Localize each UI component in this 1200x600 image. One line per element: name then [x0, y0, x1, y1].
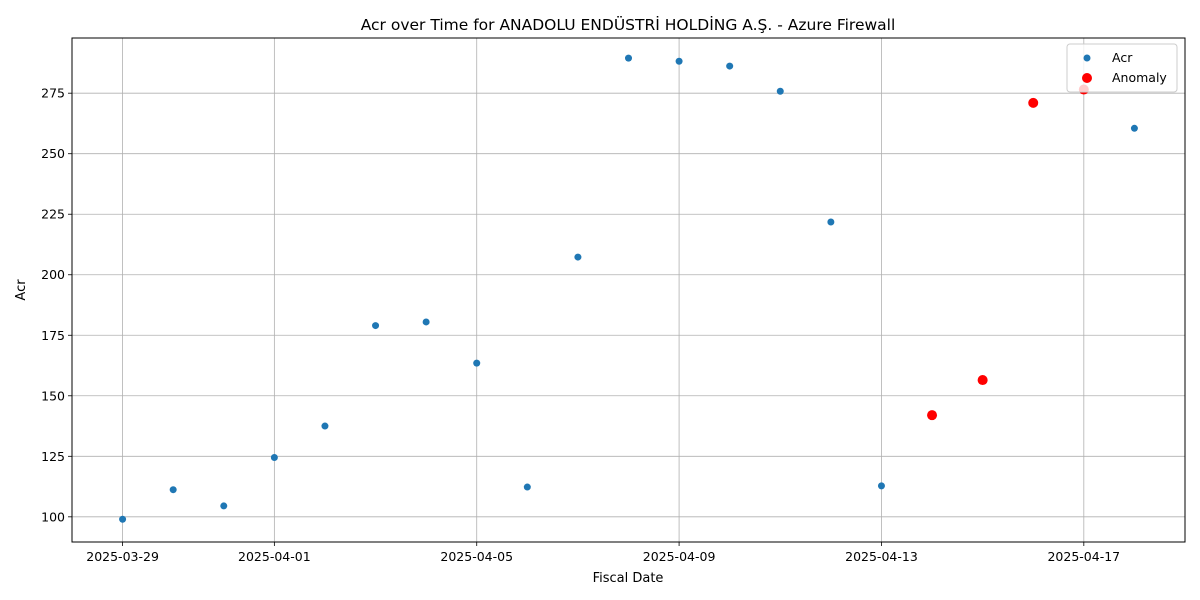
plot-frame — [71, 37, 1186, 543]
y-tick-label: 225 — [41, 207, 65, 222]
acr-point — [523, 483, 531, 491]
y-tick-label: 125 — [41, 449, 65, 464]
legend-marker-acr — [1083, 54, 1091, 62]
legend-label-anomaly: Anomaly — [1112, 70, 1167, 85]
y-tick-label: 200 — [41, 267, 65, 282]
acr-point — [675, 57, 683, 65]
x-tick-label: 2025-04-13 — [845, 549, 918, 564]
data-points — [119, 54, 1138, 523]
legend-marker-anomaly — [1082, 73, 1092, 83]
anomaly-point — [927, 410, 938, 421]
acr-point — [321, 422, 329, 430]
y-tick-label: 275 — [41, 86, 65, 101]
chart-title: Acr over Time for ANADOLU ENDÜSTRİ HOLDİ… — [361, 15, 896, 34]
x-tick-label: 2025-04-01 — [238, 549, 311, 564]
x-axis-ticks: 2025-03-29 2025-04-01 2025-04-05 2025-04-09… — [86, 542, 1120, 564]
y-tick-label: 150 — [41, 388, 65, 403]
acr-point — [169, 486, 177, 494]
legend: Acr Anomaly — [1066, 43, 1178, 93]
y-axis-label: Acr — [14, 279, 29, 301]
acr-point — [372, 322, 380, 330]
acr-point — [625, 54, 632, 62]
acr-point — [473, 359, 481, 367]
x-tick-label: 2025-04-17 — [1047, 549, 1120, 564]
acr-point — [1130, 124, 1138, 132]
acr-point — [574, 253, 582, 261]
anomaly-point — [1028, 97, 1039, 108]
legend-label-acr: Acr — [1112, 50, 1133, 65]
x-axis-label: Fiscal Date — [593, 571, 664, 586]
y-tick-label: 175 — [41, 328, 65, 343]
x-tick-label: 2025-03-29 — [86, 549, 159, 564]
legend-box — [1066, 43, 1178, 93]
acr-point — [270, 454, 278, 462]
acr-point — [726, 62, 734, 70]
y-tick-label: 250 — [41, 146, 65, 161]
acr-point — [422, 318, 430, 326]
grid-lines — [72, 38, 1185, 542]
acr-point — [877, 482, 885, 490]
acr-point — [827, 218, 835, 226]
acr-point — [119, 515, 127, 523]
y-axis-ticks: 100 125 150 175 200 225 250 275 — [41, 86, 72, 524]
anomaly-point — [977, 375, 988, 386]
acr-point — [776, 87, 784, 95]
acr-point — [220, 502, 228, 510]
x-tick-label: 2025-04-09 — [643, 549, 716, 564]
x-tick-label: 2025-04-05 — [440, 549, 513, 564]
y-tick-label: 100 — [41, 509, 65, 524]
